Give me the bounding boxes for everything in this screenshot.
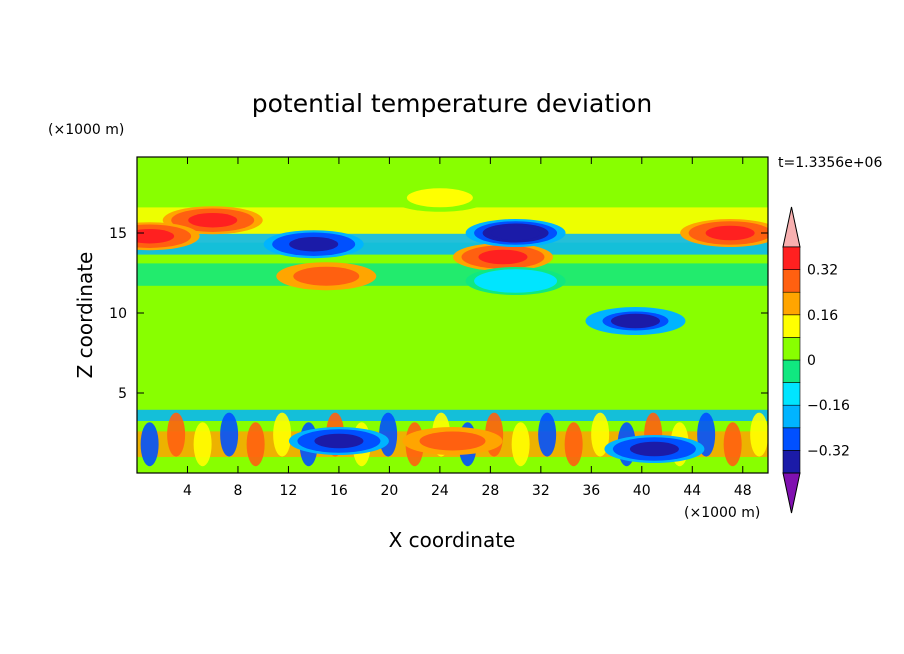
field-cell	[167, 412, 186, 457]
y-tick-label: 5	[118, 386, 127, 402]
field-feature	[415, 190, 465, 206]
contour-field	[137, 183, 768, 467]
colorbar-swatch	[782, 382, 801, 406]
plot-area	[136, 156, 769, 474]
x-tick-label: 4	[183, 483, 192, 499]
field-cell	[538, 412, 557, 457]
colorbar-tick-label: 0	[807, 353, 816, 369]
x-tick-label: 20	[380, 483, 398, 499]
field-feature	[289, 236, 339, 252]
field-cell	[723, 422, 742, 467]
field-band	[137, 263, 768, 286]
colorbar-swatch	[782, 291, 801, 316]
y-tick-label: 10	[109, 306, 127, 322]
colorbar-tick-label: −0.16	[807, 398, 850, 414]
y-unit-label: (×1000 m)	[48, 122, 124, 138]
colorbar-swatch	[782, 427, 801, 451]
colorbar-swatch	[782, 337, 801, 361]
x-tick-label: 48	[734, 483, 752, 499]
field-feature	[629, 441, 679, 457]
x-axis-label: X coordinate	[389, 528, 516, 552]
colorbar-swatch	[782, 404, 801, 429]
field-feature	[491, 273, 541, 289]
field-feature	[478, 249, 528, 265]
field-feature	[428, 433, 477, 449]
colorbar-swatch	[782, 246, 801, 270]
x-tick-label: 24	[431, 483, 449, 499]
colorbar-swatch	[782, 450, 801, 474]
colorbar-tick-label: 0.32	[807, 263, 838, 279]
x-tick-label: 44	[683, 483, 701, 499]
field-feature	[314, 433, 364, 449]
colorbar-tick-label: 0.16	[807, 308, 838, 324]
colorbar-tick-label: −0.32	[807, 443, 850, 459]
time-label: t=1.3356e+06	[778, 155, 882, 171]
field-feature	[491, 225, 541, 241]
colorbar-min-triangle	[782, 472, 801, 514]
x-unit-label: (×1000 m)	[684, 505, 760, 521]
y-axis: 5 10 15	[109, 226, 768, 402]
x-tick-label: 16	[330, 483, 348, 499]
x-axis: 4 8 12 16 20 24 28 32 36 40 44 48	[183, 157, 752, 499]
x-tick-label: 12	[280, 483, 298, 499]
colorbar: 0.32 0.16 0 −0.16 −0.32	[782, 206, 850, 514]
chart-title: potential temperature deviation	[252, 89, 652, 118]
colorbar-max-triangle	[782, 206, 801, 248]
plot-frame	[136, 156, 769, 474]
field-cell	[246, 422, 265, 467]
field-cell	[140, 422, 159, 467]
colorbar-swatch	[782, 314, 801, 338]
field-band	[137, 233, 768, 255]
field-feature	[188, 212, 238, 228]
y-axis-label: Z coordinate	[73, 252, 97, 379]
colorbar-swatch	[782, 359, 801, 383]
field-feature	[610, 313, 660, 329]
field-feature	[705, 225, 755, 241]
colorbar-swatch	[782, 269, 801, 293]
x-tick-label: 28	[481, 483, 499, 499]
field-band	[137, 409, 768, 421]
field-feature	[301, 268, 351, 284]
field-cell	[591, 412, 610, 457]
field-cell	[193, 422, 212, 467]
y-tick-label: 15	[109, 226, 127, 242]
field-cell	[750, 412, 768, 457]
field-cell	[564, 422, 583, 467]
field-cell	[220, 412, 239, 457]
x-tick-label: 40	[633, 483, 651, 499]
field-cell	[273, 412, 292, 457]
field-feature	[137, 228, 175, 244]
x-tick-label: 36	[582, 483, 600, 499]
field-cell	[511, 422, 530, 467]
x-tick-label: 8	[233, 483, 242, 499]
x-tick-label: 32	[532, 483, 550, 499]
